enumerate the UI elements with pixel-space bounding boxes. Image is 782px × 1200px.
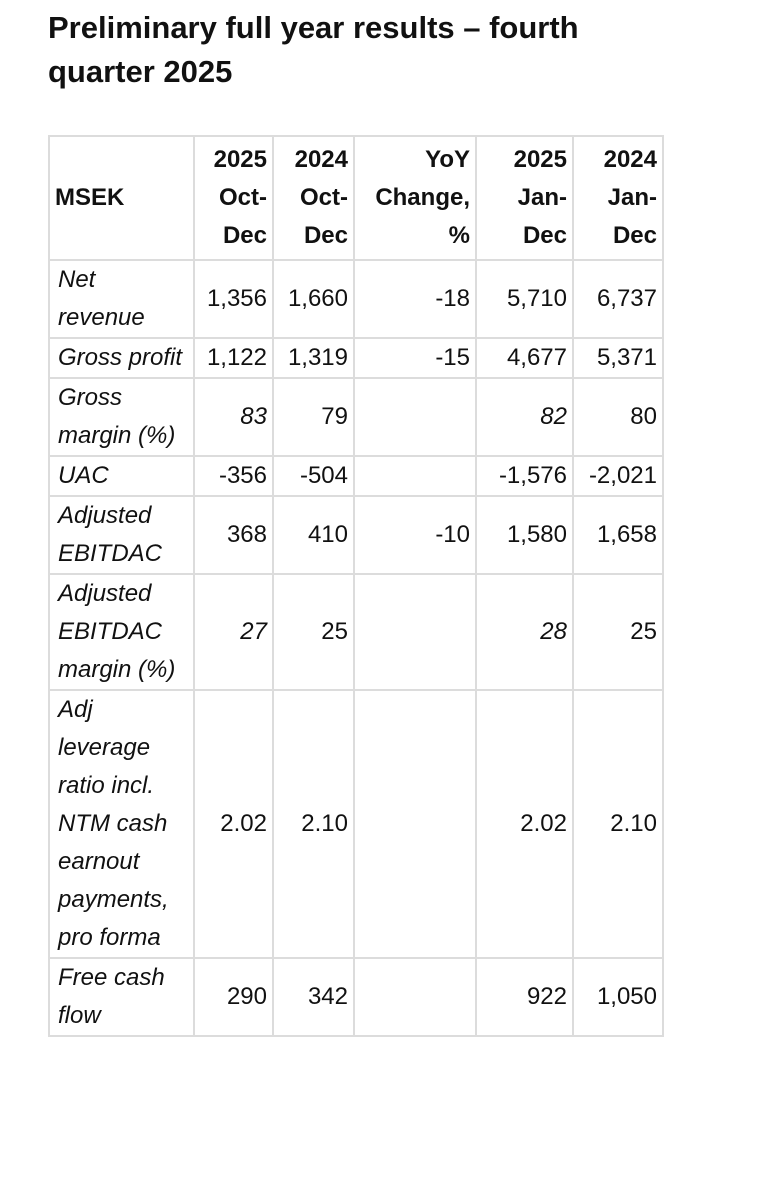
- column-header: MSEK: [48, 135, 195, 261]
- table-row: Adjusted EBITDAC margin (%) 27 25 28 25: [48, 573, 664, 691]
- column-header: 2024 Jan-Dec: [572, 135, 664, 261]
- cell: [353, 573, 477, 691]
- cell: 4,677: [475, 337, 574, 379]
- cell: 2.02: [475, 689, 574, 959]
- row-label: Free cash flow: [48, 957, 195, 1037]
- row-label: Gross profit: [48, 337, 195, 379]
- row-label: UAC: [48, 455, 195, 497]
- row-label: Adjusted EBITDAC margin (%): [48, 573, 195, 691]
- cell: 27: [193, 573, 274, 691]
- cell: 80: [572, 377, 664, 457]
- cell: 1,319: [272, 337, 355, 379]
- table-row: Gross profit 1,122 1,319 -15 4,677 5,371: [48, 337, 664, 379]
- results-table: MSEK 2025 Oct-Dec 2024 Oct-Dec YoY Change, …: [48, 135, 664, 1037]
- cell: -15: [353, 337, 477, 379]
- cell: [353, 455, 477, 497]
- cell: 82: [475, 377, 574, 457]
- cell: 1,660: [272, 259, 355, 339]
- cell: 2.10: [572, 689, 664, 959]
- table-row: Adj leverage ratio incl. NTM cash earnou…: [48, 689, 664, 959]
- cell: 6,737: [572, 259, 664, 339]
- cell: [353, 957, 477, 1037]
- cell: 290: [193, 957, 274, 1037]
- column-header: YoY Change, %: [353, 135, 477, 261]
- cell: [353, 377, 477, 457]
- table-row: Free cash flow 290 342 922 1,050: [48, 957, 664, 1037]
- cell: 2.10: [272, 689, 355, 959]
- column-header: 2025 Oct-Dec: [193, 135, 274, 261]
- row-label: Adjusted EBITDAC: [48, 495, 195, 575]
- cell: [353, 689, 477, 959]
- cell: 28: [475, 573, 574, 691]
- cell: -504: [272, 455, 355, 497]
- cell: -18: [353, 259, 477, 339]
- cell: 5,371: [572, 337, 664, 379]
- table-row: Net revenue 1,356 1,660 -18 5,710 6,737: [48, 259, 664, 339]
- cell: 1,356: [193, 259, 274, 339]
- cell: -356: [193, 455, 274, 497]
- table-row: UAC -356 -504 -1,576 -2,021: [48, 455, 664, 497]
- row-label: Gross margin (%): [48, 377, 195, 457]
- cell: 1,050: [572, 957, 664, 1037]
- cell: 1,580: [475, 495, 574, 575]
- cell: 342: [272, 957, 355, 1037]
- cell: 2.02: [193, 689, 274, 959]
- row-label: Adj leverage ratio incl. NTM cash earnou…: [48, 689, 195, 959]
- cell: -2,021: [572, 455, 664, 497]
- header-row: MSEK 2025 Oct-Dec 2024 Oct-Dec YoY Change, …: [48, 135, 664, 261]
- column-header: 2025 Jan-Dec: [475, 135, 574, 261]
- cell: 922: [475, 957, 574, 1037]
- page-title: Preliminary full year results – fourth q…: [48, 10, 579, 89]
- column-header: 2024 Oct-Dec: [272, 135, 355, 261]
- cell: -10: [353, 495, 477, 575]
- row-label: Net revenue: [48, 259, 195, 339]
- table-row: Gross margin (%) 83 79 82 80: [48, 377, 664, 457]
- cell: 25: [572, 573, 664, 691]
- cell: 5,710: [475, 259, 574, 339]
- cell: -1,576: [475, 455, 574, 497]
- cell: 410: [272, 495, 355, 575]
- cell: 83: [193, 377, 274, 457]
- cell: 79: [272, 377, 355, 457]
- cell: 368: [193, 495, 274, 575]
- cell: 1,122: [193, 337, 274, 379]
- cell: 25: [272, 573, 355, 691]
- table-row: Adjusted EBITDAC 368 410 -10 1,580 1,658: [48, 495, 664, 575]
- cell: 1,658: [572, 495, 664, 575]
